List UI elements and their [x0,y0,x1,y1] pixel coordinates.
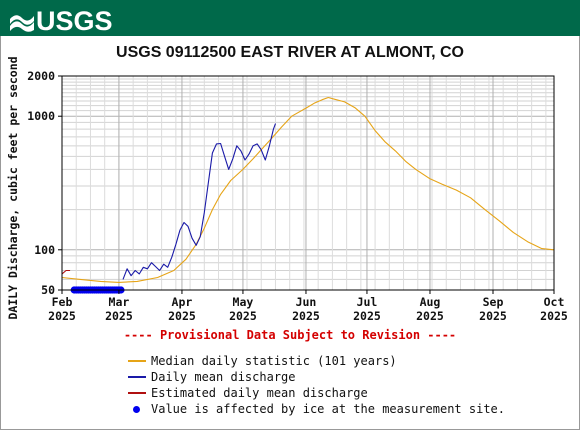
x-tick-year: 2025 [540,309,568,323]
series-layer [61,96,555,283]
legend-swatch-daily [128,376,146,378]
x-tick-month: Feb [52,295,73,309]
x-tick-year: 2025 [168,309,196,323]
x-tick-month: Jul [357,295,378,309]
series-median-line [61,96,555,283]
x-tick-year: 2025 [479,309,507,323]
legend-item-daily: Daily mean discharge [128,369,505,385]
x-tick-month: Apr [172,295,193,309]
usgs-logo-text: USGS [36,6,113,34]
y-tick-label: 50 [41,283,55,297]
x-tick-year: 2025 [105,309,133,323]
legend-swatch-median [128,360,146,362]
x-tick-year: 2025 [48,309,76,323]
legend-swatch-estimated [128,392,146,394]
x-tick-year: 2025 [229,309,257,323]
legend-dot-ice [133,405,140,413]
legend-item-ice: Value is affected by ice at the measurem… [128,401,505,417]
x-tick-month: Jun [296,295,317,309]
grid-layer [61,76,555,290]
plot-border [61,75,555,291]
x-tick-year: 2025 [353,309,381,323]
y-tick-label: 100 [34,243,55,257]
series-estimated-line [61,269,71,275]
x-tick-month: Aug [420,295,441,309]
y-tick-label: 2000 [27,69,55,83]
x-tick-month: Mar [109,295,130,309]
usgs-header-bar: USGS [0,0,580,36]
legend-label-median: Median daily statistic (101 years) [151,354,397,368]
legend-label-ice: Value is affected by ice at the measurem… [151,402,506,416]
legend: Median daily statistic (101 years) Daily… [128,353,505,417]
x-tick-labels: Feb2025Mar2025Apr2025May2025Jun2025Jul20… [48,290,568,323]
legend-label-daily: Daily mean discharge [151,370,296,384]
provisional-notice: ---- Provisional Data Subject to Revisio… [123,328,457,342]
legend-item-estimated: Estimated daily mean discharge [128,385,505,401]
chart-title: USGS 09112500 EAST RIVER AT ALMONT, CO [116,44,464,61]
y-tick-labels: 50 100 1000 2000 [27,69,62,297]
x-tick-year: 2025 [292,309,320,323]
x-tick-month: Oct [544,295,565,309]
x-tick-year: 2025 [416,309,444,323]
usgs-logo[interactable]: USGS [8,4,128,34]
series-daily-mean-line [122,123,277,280]
x-tick-month: Sep [483,295,504,309]
y-tick-label: 1000 [27,109,55,123]
legend-label-estimated: Estimated daily mean discharge [151,386,368,400]
legend-item-median: Median daily statistic (101 years) [128,353,505,369]
x-tick-month: May [233,295,254,309]
y-axis-title: DAILY Discharge, cubic feet per second [6,56,20,319]
